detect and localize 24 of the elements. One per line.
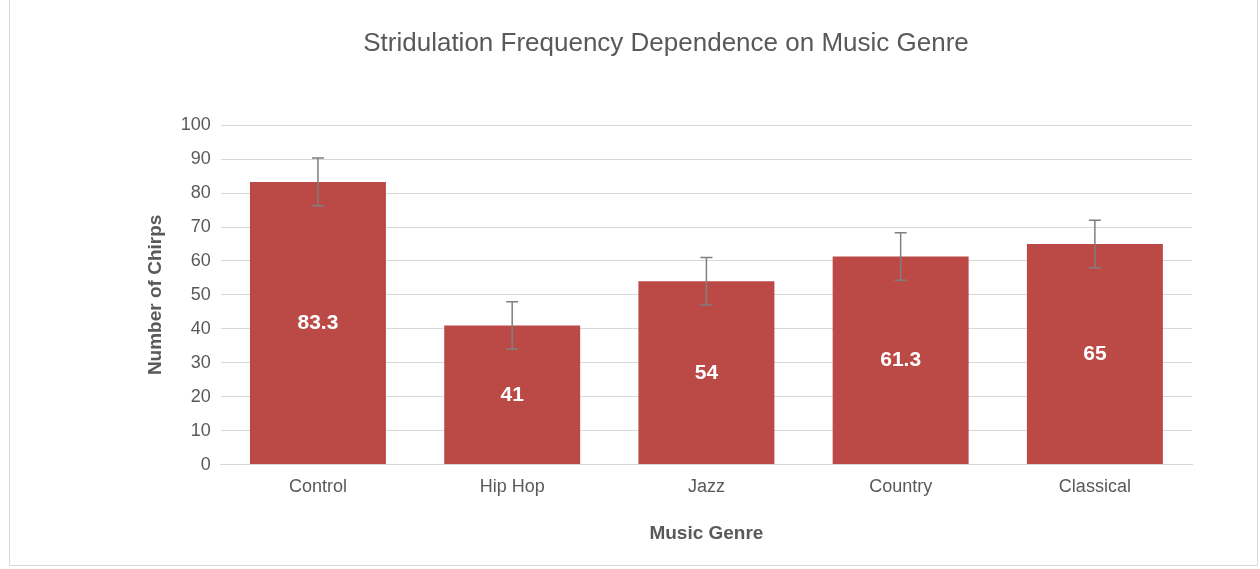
- y-tick-label: 70: [190, 215, 211, 236]
- x-axis-title: Music Genre: [649, 521, 764, 543]
- y-tick-label: 0: [200, 453, 211, 474]
- data-label: 41: [500, 381, 525, 405]
- y-tick-label: 80: [190, 182, 211, 203]
- y-tick-label: 10: [190, 419, 211, 440]
- x-tick-label: Jazz: [687, 476, 725, 497]
- x-tick-label: Control: [288, 476, 347, 497]
- y-tick-label: 60: [190, 249, 211, 270]
- y-tick-label: 20: [190, 385, 211, 406]
- y-tick-label: 90: [190, 148, 211, 169]
- y-axis-title: Number of Chirps: [143, 214, 165, 376]
- data-label: 65: [1083, 340, 1107, 364]
- chart-title: Stridulation Frequency Dependence on Music Genre: [363, 26, 969, 57]
- x-tick-label: Classical: [1058, 476, 1131, 497]
- data-label: 61.3: [880, 347, 922, 371]
- x-tick-label: Country: [869, 476, 933, 497]
- data-label: 54: [694, 359, 719, 383]
- data-label: 83.3: [297, 309, 339, 333]
- y-tick-label: 30: [190, 351, 211, 372]
- y-tick-label: 50: [190, 283, 211, 304]
- y-tick-label: 40: [190, 317, 211, 338]
- y-tick-label: 100: [180, 114, 211, 135]
- x-tick-label: Hip Hop: [479, 476, 545, 497]
